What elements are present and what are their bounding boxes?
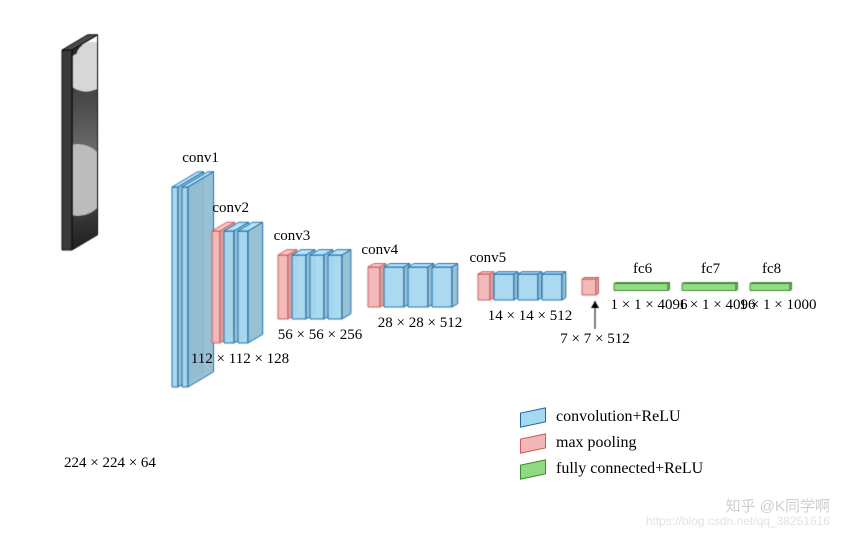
dim-label: 56 × 56 × 256 [278, 327, 362, 344]
legend: convolution+ReLU max pooling fully connect… [520, 408, 703, 486]
watermark-line1: 知乎 @K同学啊 [646, 498, 830, 515]
dim-label: 1 × 1 × 1000 [740, 297, 817, 314]
dim-label: fc7 [701, 261, 720, 278]
legend-swatch [520, 407, 546, 428]
watermark-line2: https://blog.csdn.net/qq_38251616 [646, 515, 830, 529]
dim-label: conv1 [182, 150, 219, 167]
watermark: 知乎 @K同学啊 https://blog.csdn.net/qq_382516… [646, 498, 830, 529]
dim-label: fc6 [633, 261, 652, 278]
legend-swatch [520, 433, 546, 454]
legend-item: convolution+ReLU [520, 408, 703, 426]
dim-label: fc8 [762, 261, 781, 278]
dim-label: 7 × 7 × 512 [560, 331, 629, 348]
legend-swatch [520, 459, 546, 480]
dim-label: 28 × 28 × 512 [378, 315, 462, 332]
dim-label: conv4 [361, 242, 398, 259]
legend-label: fully connected+ReLU [556, 460, 703, 478]
dim-label: 224 × 224 × 64 [64, 455, 156, 472]
legend-label: max pooling [556, 434, 636, 452]
legend-label: convolution+ReLU [556, 408, 681, 426]
dim-label: 14 × 14 × 512 [488, 308, 572, 325]
legend-item: max pooling [520, 434, 703, 452]
dim-label: conv2 [212, 200, 249, 217]
legend-item: fully connected+ReLU [520, 460, 703, 478]
dim-label: 112 × 112 × 128 [191, 351, 289, 368]
dim-label: conv3 [274, 228, 311, 245]
dim-label: 1 × 1 × 4096 [611, 297, 688, 314]
dim-label: conv5 [469, 250, 506, 267]
